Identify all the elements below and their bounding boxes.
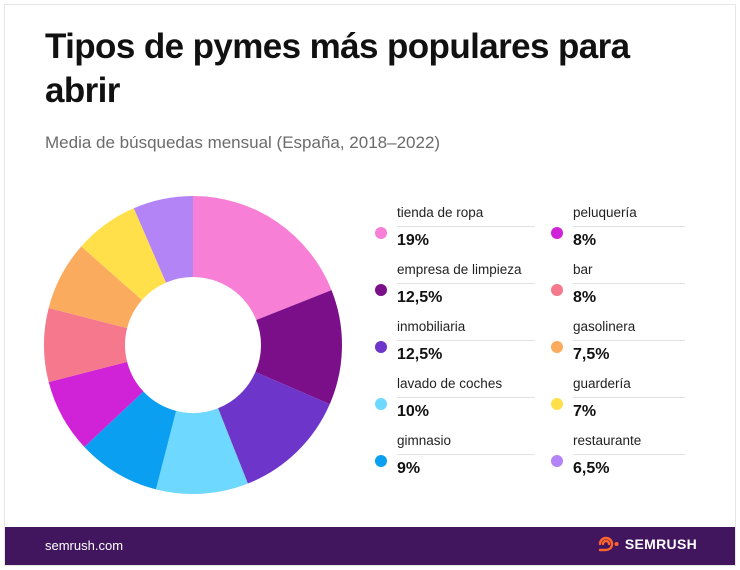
legend-label: lavado de coches (397, 376, 503, 391)
donut-slice-inmobiliaria (218, 372, 330, 484)
legend-divider (573, 454, 685, 455)
donut-chart (43, 196, 342, 494)
legend-item: guardería 7% (551, 376, 685, 426)
legend-swatch (551, 284, 563, 296)
infographic-card: Tipos de pymes más populares para abrir … (4, 4, 736, 566)
donut-slice-peluquería (48, 361, 144, 447)
legend-item: tienda de ropa 19% (375, 205, 535, 255)
legend-value: 6,5% (573, 460, 610, 477)
footer-bar: semrush.com SEMRUSH (5, 527, 735, 565)
legend-swatch (551, 398, 563, 410)
legend-label: inmobiliaria (397, 319, 466, 334)
legend-divider (573, 226, 685, 227)
legend-item: empresa de limpieza 12,5% (375, 262, 535, 312)
legend-label: restaurante (573, 433, 642, 448)
legend-swatch (551, 455, 563, 467)
legend-swatch (375, 227, 387, 239)
donut-slice-lavado-de-coches (155, 408, 248, 494)
legend-label: peluquería (573, 205, 637, 220)
legend-swatch (375, 284, 387, 296)
legend-divider (397, 454, 535, 455)
legend-value: 9% (397, 460, 421, 477)
footer-site-link[interactable]: semrush.com (45, 538, 124, 553)
donut-slice-empresa-de-limpieza (255, 290, 342, 405)
legend-divider (397, 226, 535, 227)
chart-title: Tipos de pymes más populares para abrir (45, 27, 630, 110)
legend-divider (573, 397, 685, 398)
donut-slice-gasolinera (48, 246, 142, 329)
legend-label: guardería (573, 376, 631, 391)
donut-slice-gimnasio (84, 391, 177, 490)
legend-item: peluquería 8% (551, 205, 685, 255)
legend-divider (573, 283, 685, 284)
legend-swatch (551, 227, 563, 239)
legend-value: 12,5% (397, 289, 443, 306)
legend-item: bar 8% (551, 262, 685, 312)
brand-name: SEMRUSH (624, 536, 697, 552)
legend-swatch (375, 398, 387, 410)
legend-value: 10% (397, 403, 430, 420)
legend-item: lavado de coches 10% (375, 376, 535, 426)
legend-value: 8% (573, 289, 597, 306)
donut-slice-restaurante (133, 196, 193, 283)
legend-value: 19% (397, 232, 430, 249)
legend-divider (397, 340, 535, 341)
legend-divider (573, 340, 685, 341)
donut-slice-guardería (81, 208, 166, 301)
legend-swatch (375, 455, 387, 467)
legend-value: 7,5% (573, 346, 610, 363)
legend-label: tienda de ropa (397, 205, 484, 220)
legend-item: gimnasio 9% (375, 433, 535, 483)
legend-label: bar (573, 262, 593, 277)
legend-label: gasolinera (573, 319, 636, 334)
donut-slice-tienda-de-ropa (193, 196, 332, 320)
legend-label: gimnasio (397, 433, 452, 448)
chart-subtitle: Media de búsquedas mensual (España, 2018… (45, 133, 441, 152)
donut-slice-bar (43, 307, 128, 383)
legend-divider (397, 283, 535, 284)
legend-item: restaurante 6,5% (551, 433, 685, 483)
legend-divider (397, 397, 535, 398)
brand-logo: SEMRUSH (598, 536, 697, 552)
legend-item: gasolinera 7,5% (551, 319, 685, 369)
legend-value: 8% (573, 232, 597, 249)
legend-label: empresa de limpieza (397, 262, 522, 277)
legend-value: 7% (573, 403, 597, 420)
legend-swatch (375, 341, 387, 353)
semrush-flame-icon (598, 536, 619, 552)
legend-item: inmobiliaria 12,5% (375, 319, 535, 369)
legend-value: 12,5% (397, 346, 443, 363)
legend-swatch (551, 341, 563, 353)
